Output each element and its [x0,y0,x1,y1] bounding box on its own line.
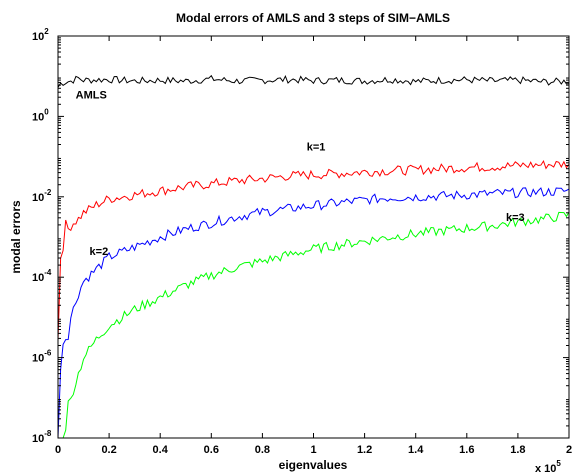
y-tick-base: 10 [32,433,44,445]
x-axis-multiplier: x 105 [535,459,561,475]
y-tick-base: 10 [32,272,44,284]
y-tick-base: 10 [32,353,44,365]
annotation-label: k=3 [506,212,525,224]
y-tick-exp: -4 [44,268,52,277]
y-tick-base: 10 [32,31,44,43]
annotation-label: k=1 [307,142,326,154]
y-tick-label: 100 [32,107,49,123]
plot-series [57,74,570,439]
series-annotations: AMLS k=1 k=2 k=3 [76,89,525,258]
y-tick-exp: -8 [44,429,52,438]
x-axis: 0 0.2 0.4 0.6 0.8 1 1.2 1.4 1.6 1.8 2 [55,36,572,456]
x-tick-label: 1.2 [357,444,372,456]
y-tick-label: 10-4 [32,268,52,284]
y-tick-base: 10 [32,111,44,123]
x-tick-label: 2 [566,444,572,456]
plot-frame [57,35,570,439]
y-tick-exp: 0 [44,107,49,116]
x-axis-label: eigenvalues [279,458,348,472]
chart-title: Modal errors of AMLS and 3 steps of SIM−… [176,11,450,25]
x-tick-label: 0 [55,444,61,456]
y-tick-label: 10-8 [32,429,52,445]
series-line-k-2 [57,187,570,439]
y-tick-label: 102 [32,27,49,43]
annotation-label: AMLS [76,89,107,101]
y-tick-exp: -2 [44,188,52,197]
x-axis-multiplier-exp: 5 [556,459,561,468]
x-tick-label: 0.8 [255,444,270,456]
y-tick-exp: 2 [44,27,49,36]
x-tick-label: 0.2 [101,444,116,456]
series-line-k-1 [57,159,570,341]
x-axis-multiplier-base: x 10 [535,463,556,475]
y-tick-label: 10-6 [32,349,52,365]
y-tick-base: 10 [32,192,44,204]
y-axis-label: modal errors [9,200,23,274]
x-tick-label: 1.6 [459,444,474,456]
x-tick-label: 0.4 [153,444,169,456]
x-tick-label: 1.4 [408,444,424,456]
x-tick-label: 0.6 [204,444,219,456]
series-line-k-3 [58,211,570,439]
y-tick-label: 10-2 [32,188,52,204]
annotation-label: k=2 [90,246,109,258]
series-line-amls [57,74,570,88]
x-tick-label: 1.8 [510,444,525,456]
y-tick-exp: -6 [44,349,52,358]
x-tick-label: 1 [310,444,316,456]
